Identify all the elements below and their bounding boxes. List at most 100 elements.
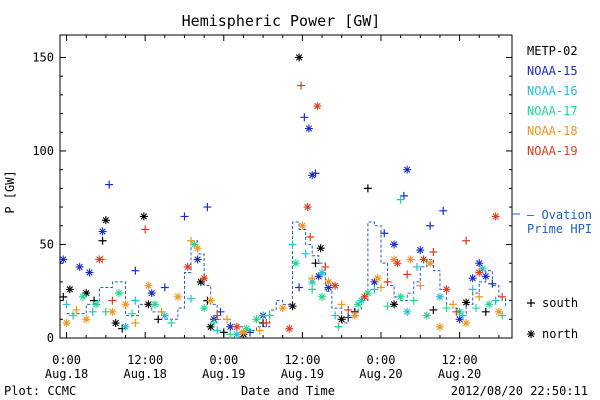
data-point-noaa-19-8 bbox=[285, 324, 294, 333]
ovation-hpi-layer bbox=[66, 221, 506, 332]
data-point-noaa-16-19 bbox=[435, 292, 444, 301]
data-point-noaa-18-21 bbox=[350, 311, 359, 320]
data-point-noaa-19-16 bbox=[360, 292, 369, 301]
data-point-noaa-15-30 bbox=[426, 221, 435, 230]
data-point-noaa-19-22 bbox=[442, 285, 451, 294]
data-point-noaa-15-10 bbox=[203, 203, 212, 212]
data-point-metp-02-27 bbox=[481, 307, 490, 316]
data-point-noaa-19-10 bbox=[303, 203, 312, 212]
data-point-metp-02-9 bbox=[144, 300, 153, 309]
data-point-noaa-17-23 bbox=[409, 296, 418, 305]
marker-legend-label-south: south bbox=[542, 296, 578, 310]
data-point-noaa-16-21 bbox=[468, 285, 477, 294]
data-point-noaa-18-8 bbox=[157, 307, 166, 316]
data-point-noaa-19-23 bbox=[452, 307, 461, 316]
data-point-noaa-17-8 bbox=[190, 240, 199, 249]
footer-left: Plot: CCMC bbox=[4, 384, 76, 398]
data-point-noaa-18-26 bbox=[416, 281, 425, 290]
data-point-metp-02-24 bbox=[390, 300, 399, 309]
data-point-noaa-16-12 bbox=[318, 268, 327, 277]
data-point-noaa-18-22 bbox=[373, 274, 382, 283]
legend-item-noaa-17: NOAA-17 bbox=[527, 104, 578, 118]
data-point-metp-02-25 bbox=[429, 305, 438, 314]
data-point-noaa-17-5 bbox=[128, 309, 137, 318]
data-point-noaa-18-18 bbox=[308, 274, 317, 283]
data-point-noaa-15-6 bbox=[147, 289, 156, 298]
data-point-noaa-19-19 bbox=[403, 270, 412, 279]
data-point-noaa-17-2 bbox=[92, 300, 101, 309]
data-point-noaa-15-26 bbox=[390, 240, 399, 249]
data-point-noaa-15-34 bbox=[475, 259, 484, 268]
data-point-noaa-17-24 bbox=[422, 311, 431, 320]
data-point-noaa-15-13 bbox=[226, 322, 235, 331]
data-point-noaa-19-5 bbox=[213, 311, 222, 320]
data-point-noaa-18-15 bbox=[255, 326, 264, 335]
data-point-metp-02-11 bbox=[196, 277, 205, 286]
data-point-noaa-18-5 bbox=[121, 300, 130, 309]
data-point-noaa-18-11 bbox=[193, 244, 202, 253]
data-point-noaa-15-17 bbox=[300, 113, 309, 122]
data-point-metp-02-1 bbox=[65, 285, 74, 294]
data-point-noaa-15-24 bbox=[370, 277, 379, 286]
data-point-noaa-18-32 bbox=[494, 307, 503, 316]
data-point-noaa-16-13 bbox=[331, 311, 340, 320]
data-point-noaa-17-9 bbox=[200, 304, 209, 313]
y-tick-label: 50 bbox=[40, 237, 54, 251]
legend-item-metp-02: METP-02 bbox=[527, 44, 578, 58]
data-point-noaa-17-17 bbox=[318, 292, 327, 301]
x-tick-time-label: 12:00 bbox=[284, 353, 320, 367]
data-point-noaa-18-29 bbox=[449, 300, 458, 309]
data-point-noaa-16-9 bbox=[288, 240, 297, 249]
x-tick-date-label: Aug.19 bbox=[281, 367, 324, 381]
data-point-noaa-19-9 bbox=[297, 81, 306, 90]
data-point-noaa-17-7 bbox=[167, 319, 176, 328]
data-point-noaa-16-22 bbox=[478, 264, 487, 273]
data-point-noaa-16-16 bbox=[396, 195, 405, 204]
marker-legend-label-north: north bbox=[542, 327, 578, 341]
data-point-noaa-19-13 bbox=[321, 262, 330, 271]
data-point-noaa-19-0 bbox=[95, 255, 104, 264]
data-point-noaa-18-23 bbox=[376, 283, 385, 292]
data-point-noaa-16-18 bbox=[413, 262, 422, 271]
data-point-noaa-19-26 bbox=[491, 212, 500, 221]
data-point-metp-02-14 bbox=[219, 328, 228, 337]
data-point-noaa-17-18 bbox=[334, 322, 343, 331]
data-point-noaa-15-2 bbox=[85, 268, 94, 277]
data-point-noaa-18-19 bbox=[324, 277, 333, 286]
data-point-metp-02-3 bbox=[90, 296, 99, 305]
plot-border bbox=[59, 34, 513, 339]
data-point-noaa-15-12 bbox=[216, 307, 225, 316]
x-tick-date-label: Aug.18 bbox=[123, 367, 166, 381]
data-point-noaa-15-18 bbox=[304, 124, 313, 133]
data-point-noaa-15-5 bbox=[131, 266, 140, 275]
data-point-noaa-17-0 bbox=[69, 311, 78, 320]
data-point-noaa-15-29 bbox=[416, 246, 425, 255]
data-point-noaa-17-11 bbox=[226, 330, 235, 339]
data-point-noaa-15-7 bbox=[160, 283, 169, 292]
data-point-noaa-15-36 bbox=[488, 279, 497, 288]
data-point-noaa-15-21 bbox=[314, 272, 323, 281]
data-point-noaa-17-6 bbox=[150, 300, 159, 309]
data-point-metp-02-17 bbox=[288, 302, 297, 311]
data-point-noaa-17-29 bbox=[498, 311, 507, 320]
data-point-noaa-15-3 bbox=[98, 227, 107, 236]
data-point-noaa-15-33 bbox=[468, 274, 477, 283]
data-point-noaa-17-25 bbox=[442, 304, 451, 313]
data-point-noaa-16-10 bbox=[301, 249, 310, 258]
data-point-noaa-19-14 bbox=[331, 281, 340, 290]
data-point-noaa-19-27 bbox=[498, 292, 507, 301]
data-point-noaa-16-2 bbox=[121, 322, 130, 331]
data-point-noaa-19-17 bbox=[383, 277, 392, 286]
legend-item-noaa-19: NOAA-19 bbox=[527, 144, 578, 158]
data-point-noaa-18-16 bbox=[278, 304, 287, 313]
data-point-noaa-18-27 bbox=[426, 259, 435, 268]
x-axis-label: Date and Time bbox=[241, 384, 335, 398]
data-point-noaa-16-5 bbox=[187, 294, 196, 303]
data-point-noaa-15-0 bbox=[59, 255, 68, 264]
data-point-noaa-19-20 bbox=[419, 255, 428, 264]
footer-right: 2012/08/20 22:50:11 bbox=[451, 384, 588, 398]
data-point-noaa-16-0 bbox=[62, 300, 71, 309]
data-point-noaa-19-24 bbox=[462, 236, 471, 245]
series-legend: METP-02 NOAA-15 NOAA-16 NOAA-17 NOAA-18 NOAA-… bbox=[527, 44, 578, 158]
data-point-noaa-17-4 bbox=[114, 289, 123, 298]
